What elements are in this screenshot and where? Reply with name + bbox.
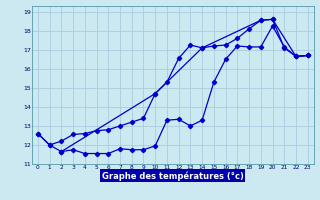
X-axis label: Graphe des températures (°c): Graphe des températures (°c) <box>102 171 244 181</box>
